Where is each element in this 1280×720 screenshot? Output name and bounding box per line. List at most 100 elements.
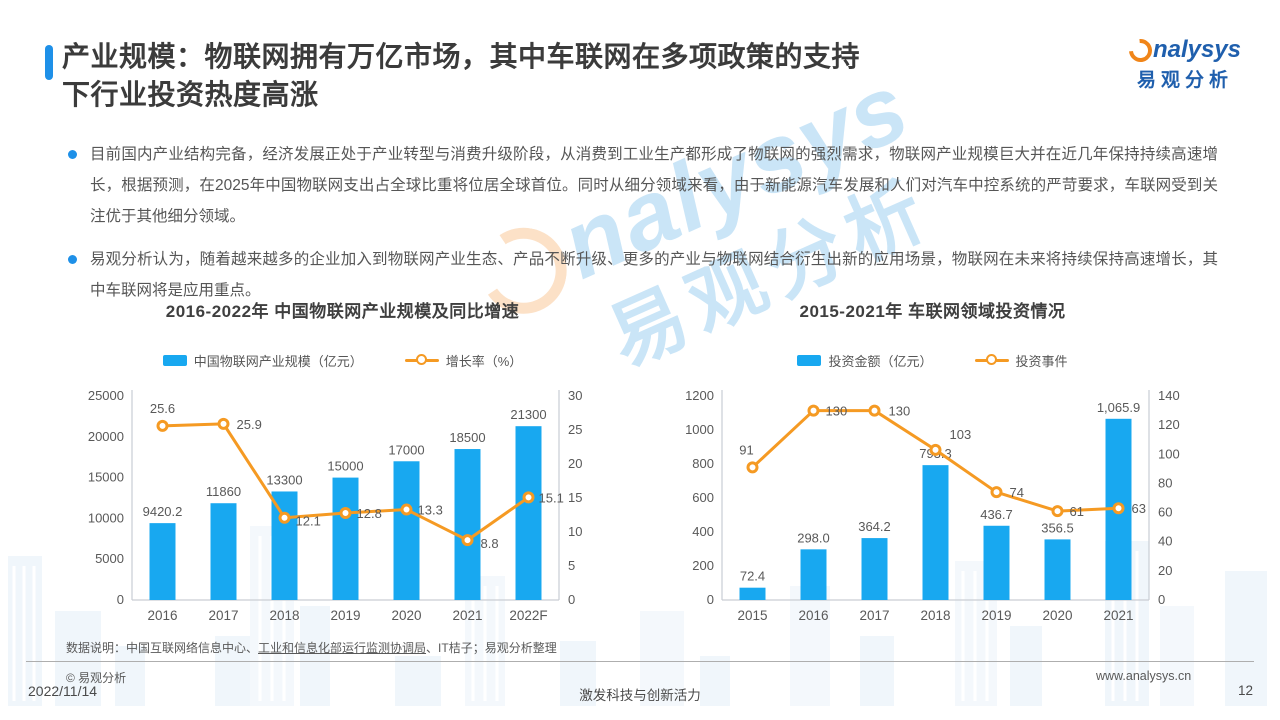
legend-right: 投资金额（亿元） 投资事件	[660, 351, 1205, 370]
page-title: 产业规模：物联网拥有万亿市场，其中车联网在多项政策的支持 下行业投资热度高涨	[62, 38, 1122, 114]
website-link[interactable]: www.analysys.cn	[1096, 669, 1192, 683]
svg-text:600: 600	[692, 490, 714, 505]
data-note-suffix: 、IT桔子；易观分析整理	[426, 641, 557, 655]
svg-text:21300: 21300	[510, 407, 546, 422]
iot-scale-chart: 0 5000 10000 15000 20000 25000 0 5 10 15 20 25 30 201…	[88, 388, 583, 623]
data-source-note: 数据说明：中国互联网络信息中心、工业和信息化部运行监测协调局、IT桔子；易观分析…	[66, 639, 557, 656]
footer-date: 2022/11/14	[28, 683, 98, 699]
legend-label: 投资事件	[1015, 353, 1068, 369]
svg-text:2018: 2018	[920, 608, 950, 623]
svg-text:356.5: 356.5	[1041, 520, 1074, 535]
svg-text:130: 130	[889, 404, 911, 419]
data-note-prefix: 数据说明：中国互联网络信息中心、	[66, 641, 259, 655]
page-title-line2: 下行业投资热度高涨	[62, 79, 319, 110]
bullet-text-1: 目前国内产业结构完备，经济发展正处于产业转型与消费升级阶段，从消费到工业生产都形…	[90, 146, 1218, 225]
svg-text:0: 0	[568, 592, 575, 607]
chart-title-right: 2015-2021年 车联网领域投资情况	[799, 302, 1066, 321]
svg-text:140: 140	[1158, 388, 1180, 403]
svg-text:2018: 2018	[269, 608, 299, 623]
svg-text:1000: 1000	[685, 422, 714, 437]
legend-label: 投资金额（亿元）	[828, 353, 933, 369]
svg-text:20: 20	[568, 456, 582, 471]
svg-text:15000: 15000	[327, 459, 363, 474]
svg-text:13.3: 13.3	[418, 503, 443, 518]
summary-bullets: 目前国内产业结构完备，经济发展正处于产业转型与消费升级阶段，从消费到工业生产都形…	[66, 139, 1218, 318]
svg-text:17000: 17000	[388, 442, 424, 457]
svg-text:8.8: 8.8	[481, 536, 499, 551]
svg-text:25.9: 25.9	[237, 417, 262, 432]
footer-divider	[26, 661, 1254, 662]
svg-text:364.2: 364.2	[858, 519, 891, 534]
svg-text:2019: 2019	[981, 608, 1011, 623]
svg-text:11860: 11860	[206, 484, 241, 499]
svg-text:800: 800	[692, 456, 714, 471]
legend-item-line: 增长率（%）	[404, 351, 523, 370]
bullet-item-2: 易观分析认为，随着越来越多的企业加入到物联网产业生态、产品不断升级、更多的产业与…	[66, 244, 1218, 306]
svg-text:2015: 2015	[737, 608, 767, 623]
logo-wordmark: nalysys	[1152, 36, 1242, 63]
analysys-logo: nalysys 易观分析	[1120, 33, 1250, 92]
legend-label: 增长率（%）	[445, 353, 523, 369]
svg-text:72.4: 72.4	[740, 569, 765, 584]
svg-text:15.1: 15.1	[539, 490, 564, 505]
svg-text:2021: 2021	[452, 608, 482, 623]
svg-text:10000: 10000	[88, 510, 124, 525]
svg-text:80: 80	[1158, 475, 1172, 490]
svg-text:2020: 2020	[391, 608, 421, 623]
iov-investment-chart-section: 2015-2021年 车联网领域投资情况 投资金额（亿元） 投资事件 0 200 4…	[660, 297, 1205, 632]
svg-text:2016: 2016	[147, 608, 177, 623]
page-number: 12	[1238, 683, 1254, 698]
svg-text:15: 15	[568, 490, 582, 505]
svg-text:91: 91	[739, 442, 753, 457]
bullet-text-2: 易观分析认为，随着越来越多的企业加入到物联网产业生态、产品不断升级、更多的产业与…	[90, 251, 1218, 299]
svg-text:25: 25	[568, 422, 582, 437]
legend-left: 中国物联网产业规模（亿元） 增长率（%）	[70, 351, 615, 370]
svg-text:5: 5	[568, 558, 575, 573]
legend-item-bar: 中国物联网产业规模（亿元）	[162, 351, 363, 370]
chart-title-left: 2016-2022年 中国物联网产业规模及同比增速	[165, 302, 520, 321]
line-marker-icon	[974, 354, 1009, 365]
svg-text:130: 130	[826, 404, 848, 419]
bullet-dot-icon	[68, 150, 77, 159]
svg-text:25000: 25000	[88, 388, 124, 403]
skyline-watermark	[8, 526, 1267, 706]
bullet-item-1: 目前国内产业结构完备，经济发展正处于产业转型与消费升级阶段，从消费到工业生产都形…	[66, 139, 1218, 232]
page-title-line1: 产业规模：物联网拥有万亿市场，其中车联网在多项政策的支持	[62, 41, 861, 72]
svg-text:5000: 5000	[95, 551, 124, 566]
svg-text:200: 200	[692, 558, 714, 573]
svg-text:60: 60	[1158, 505, 1172, 520]
svg-text:74: 74	[1010, 485, 1024, 500]
data-note-link[interactable]: 工业和信息化部运行监测协调局	[258, 641, 427, 655]
svg-text:2017: 2017	[859, 608, 889, 623]
svg-text:2021: 2021	[1103, 608, 1133, 623]
svg-text:9420.2: 9420.2	[143, 504, 183, 519]
footer-slogan: 激发科技与创新活力	[579, 688, 701, 703]
svg-text:1,065.9: 1,065.9	[1097, 400, 1140, 415]
svg-text:20000: 20000	[88, 429, 124, 444]
svg-text:10: 10	[568, 524, 582, 539]
svg-text:12.1: 12.1	[296, 514, 321, 529]
svg-text:25.6: 25.6	[150, 401, 175, 416]
svg-text:1200: 1200	[685, 388, 714, 403]
svg-text:61: 61	[1070, 504, 1084, 519]
copyright: © 易观分析	[66, 671, 127, 685]
svg-text:0: 0	[117, 592, 124, 607]
logo-cn-text: 易观分析	[1136, 70, 1233, 91]
svg-text:436.7: 436.7	[980, 507, 1013, 522]
svg-text:15000: 15000	[88, 470, 124, 485]
line-marker-icon	[404, 354, 439, 365]
svg-text:0: 0	[1158, 592, 1165, 607]
svg-text:120: 120	[1158, 417, 1180, 432]
svg-text:2017: 2017	[208, 608, 238, 623]
svg-text:2020: 2020	[1042, 608, 1072, 623]
svg-text:12.8: 12.8	[357, 506, 382, 521]
svg-text:298.0: 298.0	[797, 530, 830, 545]
svg-text:100: 100	[1158, 446, 1180, 461]
svg-text:18500: 18500	[449, 430, 485, 445]
svg-text:0: 0	[707, 592, 714, 607]
svg-text:13300: 13300	[266, 472, 302, 487]
legend-item-line: 投资事件	[974, 351, 1068, 370]
iot-scale-chart-section: 2016-2022年 中国物联网产业规模及同比增速 中国物联网产业规模（亿元） …	[70, 297, 615, 632]
title-accent-bar	[45, 45, 53, 80]
svg-text:2016: 2016	[798, 608, 828, 623]
